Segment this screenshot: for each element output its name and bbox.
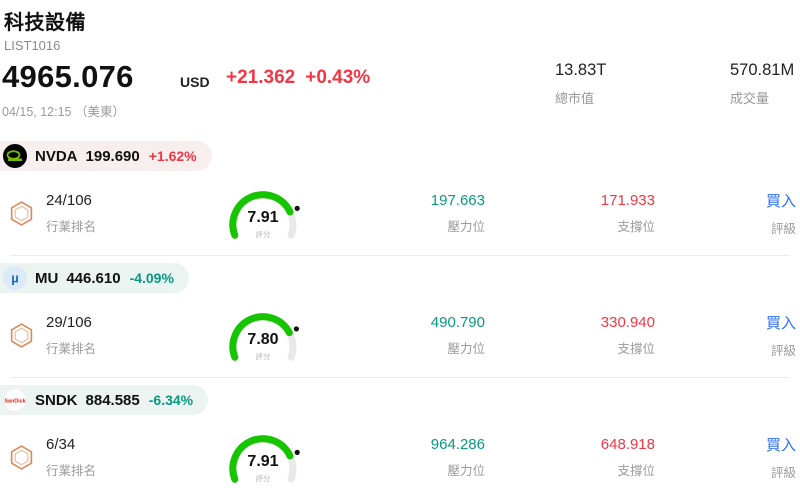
score-label: 評分 xyxy=(255,474,271,483)
gauge-arc xyxy=(221,313,305,367)
market-cap-value: 13.83T xyxy=(555,61,607,79)
score-gauge: 7.80 評分 xyxy=(221,305,305,365)
stock-badge[interactable]: µ MU 446.610 -4.09% xyxy=(0,263,189,293)
stock-metrics-row: 29/106 行業排名 7.80 評分 490.790 壓力位 330.940 … xyxy=(0,299,800,371)
rating-label: 評級 xyxy=(770,343,796,358)
rank-medal-icon xyxy=(8,322,35,349)
index-currency: USD xyxy=(180,74,210,90)
stock-change-pct: +1.62% xyxy=(148,148,197,164)
stock-row-sndk[interactable]: SanDisk SNDK 884.585 -6.34% 6/34 行業排名 xyxy=(0,385,800,488)
index-change: +21.362 +0.43% xyxy=(226,67,370,89)
resistance-column: 490.790 壓力位 xyxy=(305,314,485,357)
resistance-column: 197.663 壓力位 xyxy=(305,192,485,235)
support-label: 支撐位 xyxy=(617,341,655,356)
rating-value[interactable]: 買入 xyxy=(765,314,796,332)
resistance-value: 964.286 xyxy=(430,435,485,453)
page-title: 科技設備 xyxy=(4,12,86,34)
volume-stat: 570.81M 成交量 xyxy=(730,61,794,107)
rank-value: 6/34 xyxy=(46,435,76,453)
support-value: 648.918 xyxy=(600,435,655,453)
volume-value: 570.81M xyxy=(730,61,795,79)
resistance-value: 490.790 xyxy=(430,313,485,331)
gauge-arc xyxy=(221,435,305,488)
rank-label: 行業排名 xyxy=(46,463,97,478)
rating-column: 買入 評級 xyxy=(655,312,800,359)
score-label: 評分 xyxy=(255,352,271,361)
stock-list: NVDA 199.690 +1.62% 24/106 行業排名 7.91 xyxy=(0,141,800,488)
score-value: 7.91 xyxy=(247,209,279,226)
score-value: 7.91 xyxy=(247,453,279,470)
industry-rank: 6/34 行業排名 xyxy=(8,436,178,479)
nvda-logo-icon xyxy=(3,144,27,168)
score-gauge: 7.91 評分 xyxy=(221,427,305,487)
market-cap-label: 總市值 xyxy=(555,91,595,106)
rating-label: 評級 xyxy=(770,465,796,480)
index-summary: 4965.076 USD +21.362 +0.43% 13.83T 總市值 5… xyxy=(0,59,800,119)
stock-metrics-row: 24/106 行業排名 7.91 評分 197.663 壓力位 171.933 … xyxy=(0,177,800,249)
stock-row-mu[interactable]: µ MU 446.610 -4.09% 29/106 行業排名 xyxy=(0,263,800,371)
svg-text:SanDisk: SanDisk xyxy=(4,398,25,404)
stock-ticker: MU xyxy=(35,269,59,287)
rank-label: 行業排名 xyxy=(46,219,97,234)
volume-label: 成交量 xyxy=(730,91,770,106)
mu-logo-icon: µ xyxy=(3,266,27,290)
support-column: 330.940 支撐位 xyxy=(485,314,655,357)
stock-row-nvda[interactable]: NVDA 199.690 +1.62% 24/106 行業排名 7.91 xyxy=(0,141,800,249)
stock-badge[interactable]: NVDA 199.690 +1.62% xyxy=(0,141,212,171)
stock-price: 446.610 xyxy=(66,269,121,287)
support-label: 支撐位 xyxy=(617,463,655,478)
quote-timestamp: 04/15, 12:15 （美東） xyxy=(2,105,125,119)
rank-medal-icon xyxy=(8,444,35,471)
stock-metrics-row: 6/34 行業排名 7.91 評分 964.286 壓力位 648.918 支撐… xyxy=(0,421,800,488)
row-divider xyxy=(10,255,790,256)
rating-column: 買入 評級 xyxy=(655,434,800,481)
rating-label: 評級 xyxy=(770,221,796,236)
page-header: 科技設備 LIST1016 xyxy=(0,0,800,53)
stock-badge[interactable]: SanDisk SNDK 884.585 -6.34% xyxy=(0,385,209,415)
resistance-column: 964.286 壓力位 xyxy=(305,436,485,479)
stock-change-pct: -6.34% xyxy=(148,392,194,408)
rating-column: 買入 評級 xyxy=(655,190,800,237)
index-change-pct: +0.43% xyxy=(305,67,371,88)
rank-label: 行業排名 xyxy=(46,341,97,356)
score-gauge: 7.91 評分 xyxy=(221,183,305,243)
score-label: 評分 xyxy=(255,230,271,239)
resistance-label: 壓力位 xyxy=(447,219,485,234)
stock-price: 884.585 xyxy=(85,391,140,409)
resistance-label: 壓力位 xyxy=(447,463,485,478)
rank-medal-icon xyxy=(8,200,35,227)
resistance-value: 197.663 xyxy=(430,191,485,209)
index-change-abs: +21.362 xyxy=(226,67,296,88)
stock-change-pct: -4.09% xyxy=(129,270,174,286)
score-value: 7.80 xyxy=(247,331,279,348)
rating-value[interactable]: 買入 xyxy=(765,436,796,454)
stock-price: 199.690 xyxy=(85,147,140,165)
support-column: 648.918 支撐位 xyxy=(485,436,655,479)
row-divider xyxy=(10,377,790,378)
rank-value: 24/106 xyxy=(46,191,92,209)
support-value: 171.933 xyxy=(600,191,655,209)
stock-ticker: NVDA xyxy=(35,147,78,165)
support-value: 330.940 xyxy=(600,313,655,331)
support-label: 支撐位 xyxy=(617,219,655,234)
market-cap-stat: 13.83T 總市值 xyxy=(555,61,606,107)
gauge-arc xyxy=(221,191,305,245)
stock-ticker: SNDK xyxy=(35,391,78,409)
resistance-label: 壓力位 xyxy=(447,341,485,356)
sndk-logo-icon: SanDisk xyxy=(3,388,27,412)
list-id: LIST1016 xyxy=(4,38,61,53)
rating-value[interactable]: 買入 xyxy=(765,192,796,210)
svg-text:µ: µ xyxy=(11,271,19,286)
support-column: 171.933 支撐位 xyxy=(485,192,655,235)
industry-rank: 29/106 行業排名 xyxy=(8,314,178,357)
index-price: 4965.076 xyxy=(2,59,134,94)
rank-value: 29/106 xyxy=(46,313,92,331)
industry-rank: 24/106 行業排名 xyxy=(8,192,178,235)
